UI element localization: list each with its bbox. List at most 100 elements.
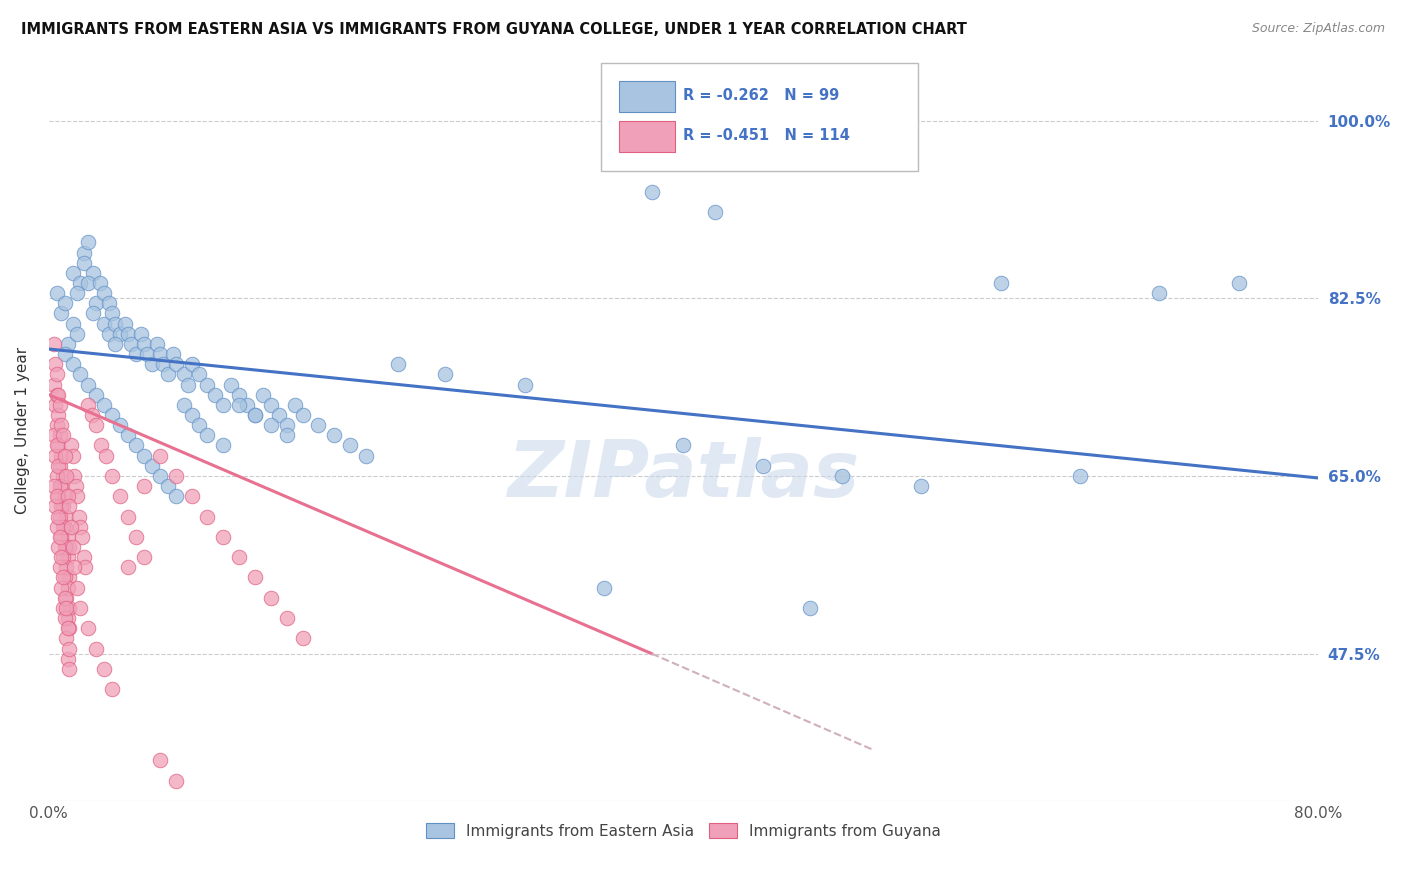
Point [93, 286, 115, 301]
Point [55, 601, 77, 615]
Point [98, 296, 121, 310]
Point [1227, 276, 1250, 290]
Point [180, 489, 202, 503]
Point [62, 357, 84, 371]
Point [49, 509, 72, 524]
Point [204, 387, 226, 401]
Point [62, 449, 84, 463]
Point [513, 377, 536, 392]
Point [69, 519, 91, 533]
Point [67, 509, 90, 524]
Point [129, 326, 152, 341]
Point [120, 337, 142, 351]
Point [98, 326, 121, 341]
Point [80, 408, 103, 422]
Point [62, 540, 84, 554]
Point [45, 469, 67, 483]
Point [387, 357, 409, 371]
Point [125, 530, 148, 544]
Point [63, 469, 86, 483]
Point [46, 438, 69, 452]
Point [63, 560, 86, 574]
Point [136, 347, 159, 361]
Point [77, 377, 100, 392]
Point [55, 632, 77, 646]
Point [45, 519, 67, 533]
Point [49, 479, 72, 493]
Y-axis label: College, Under 1 year: College, Under 1 year [15, 347, 30, 514]
Point [180, 357, 202, 371]
Point [49, 560, 72, 574]
Point [49, 428, 72, 442]
Point [49, 530, 72, 544]
Point [149, 347, 172, 361]
Point [59, 519, 82, 533]
Point [52, 550, 75, 565]
Point [751, 458, 773, 473]
Point [108, 326, 131, 341]
Point [117, 428, 139, 442]
Point [82, 266, 104, 280]
Point [89, 276, 111, 290]
Text: R = -0.262   N = 99: R = -0.262 N = 99 [683, 87, 839, 103]
FancyBboxPatch shape [619, 81, 675, 112]
Point [101, 408, 124, 422]
Point [66, 286, 89, 301]
Point [212, 398, 235, 412]
Point [276, 611, 298, 625]
Point [291, 408, 314, 422]
Point [45, 286, 67, 301]
Point [46, 509, 69, 524]
Point [53, 296, 76, 310]
Point [93, 398, 115, 412]
Point [260, 398, 283, 412]
Point [58, 641, 80, 656]
Point [101, 306, 124, 320]
Point [165, 469, 187, 483]
Point [56, 581, 79, 595]
Point [149, 449, 172, 463]
Point [42, 428, 65, 442]
Point [56, 611, 79, 625]
Point [117, 560, 139, 574]
Point [52, 519, 75, 533]
Point [93, 317, 115, 331]
Point [51, 530, 73, 544]
Point [197, 509, 219, 524]
Point [69, 276, 91, 290]
Point [46, 540, 69, 554]
Point [141, 458, 163, 473]
Point [72, 550, 94, 565]
Point [52, 500, 75, 514]
Text: IMMIGRANTS FROM EASTERN ASIA VS IMMIGRANTS FROM GUYANA COLLEGE, UNDER 1 YEAR COR: IMMIGRANTS FROM EASTERN ASIA VS IMMIGRAN… [21, 22, 967, 37]
Point [1069, 469, 1091, 483]
Point [94, 449, 117, 463]
Point [58, 662, 80, 676]
Point [49, 398, 72, 412]
Point [55, 560, 77, 574]
Point [799, 601, 821, 615]
Point [672, 438, 695, 452]
Point [56, 651, 79, 665]
Point [66, 581, 89, 595]
Point [173, 398, 195, 412]
Point [197, 428, 219, 442]
Point [291, 632, 314, 646]
Point [339, 438, 361, 452]
Point [156, 368, 179, 382]
Point [284, 398, 307, 412]
Point [188, 418, 211, 433]
Point [58, 601, 80, 615]
Point [108, 489, 131, 503]
Text: R = -0.451   N = 114: R = -0.451 N = 114 [683, 128, 851, 144]
Point [125, 438, 148, 452]
Text: ZIPatlas: ZIPatlas [508, 437, 859, 513]
Point [260, 418, 283, 433]
Point [114, 317, 136, 331]
Text: Source: ZipAtlas.com: Source: ZipAtlas.com [1251, 22, 1385, 36]
Point [197, 377, 219, 392]
Point [434, 368, 457, 382]
Point [243, 408, 266, 422]
Point [267, 408, 290, 422]
Point [228, 550, 250, 565]
